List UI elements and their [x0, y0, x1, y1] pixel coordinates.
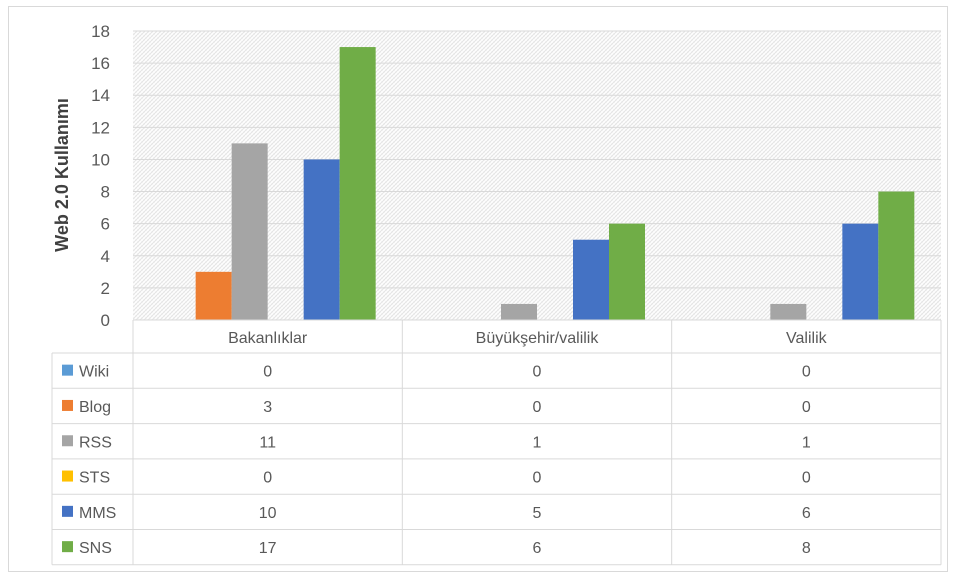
y-tick-label: 4 [101, 247, 110, 266]
bar-rss [770, 303, 807, 320]
legend-swatch [62, 435, 73, 447]
table-cell: 6 [802, 505, 811, 522]
table-cell: 3 [263, 399, 272, 416]
legend-swatch [62, 364, 73, 376]
y-axis-label: Web 2.0 Kullanımı [52, 98, 72, 252]
bar-rss [231, 143, 268, 320]
data-table: Bakanlıklar Büyükşehir/valilik Valilik Wiki… [51, 319, 942, 566]
y-tick-label: 8 [101, 183, 110, 202]
bar-mms [842, 223, 879, 320]
table-cell: 0 [802, 399, 811, 416]
bar-sns [609, 223, 645, 320]
category-label: Büyükşehir/valilik [476, 330, 600, 347]
table-cell: 5 [533, 505, 542, 522]
category-label: Valilik [786, 330, 828, 347]
y-tick-label: 0 [101, 311, 110, 330]
table-cell: 11 [259, 434, 276, 451]
table-cell: 17 [259, 540, 277, 557]
legend-label: RSS [79, 434, 112, 451]
bar-mms [303, 159, 340, 320]
table-cell: 0 [802, 470, 811, 487]
y-tick-label: 2 [101, 279, 110, 298]
bar-sns [339, 47, 376, 321]
legend-swatch [62, 541, 73, 553]
table-cell: 0 [533, 364, 542, 381]
legend-label: Wiki [79, 364, 109, 381]
y-tick-label: 10 [91, 150, 110, 169]
bar-blog [195, 271, 232, 320]
table-cell: 0 [263, 364, 272, 381]
table-cell: 1 [533, 434, 542, 451]
legend-label: SNS [79, 540, 112, 557]
y-tick-labels: 0 2 4 6 8 10 12 14 16 18 [91, 22, 110, 330]
legend-swatch [62, 399, 73, 411]
bar-rss [501, 303, 537, 320]
legend-label: STS [79, 470, 110, 487]
legend-label: MMS [79, 505, 116, 522]
category-label: Bakanlıklar [228, 330, 308, 347]
y-tick-label: 18 [91, 22, 110, 41]
legend-swatch [62, 505, 73, 517]
table-cell: 0 [802, 364, 811, 381]
y-tick-label: 6 [101, 215, 110, 234]
table-cell: 0 [533, 470, 542, 487]
bar-mms [573, 239, 609, 320]
table-cell: 6 [533, 540, 542, 557]
y-tick-label: 16 [91, 54, 110, 73]
table-cell: 8 [802, 540, 811, 557]
bar-sns [878, 191, 915, 320]
bars [195, 47, 915, 321]
table-cell: 0 [263, 470, 272, 487]
y-tick-label: 14 [91, 86, 110, 105]
table-cell: 0 [533, 399, 542, 416]
table-cell: 10 [259, 505, 277, 522]
table-cell: 1 [802, 434, 811, 451]
legend-swatch [62, 470, 73, 482]
legend-label: Blog [79, 399, 111, 416]
y-tick-label: 12 [91, 118, 110, 137]
